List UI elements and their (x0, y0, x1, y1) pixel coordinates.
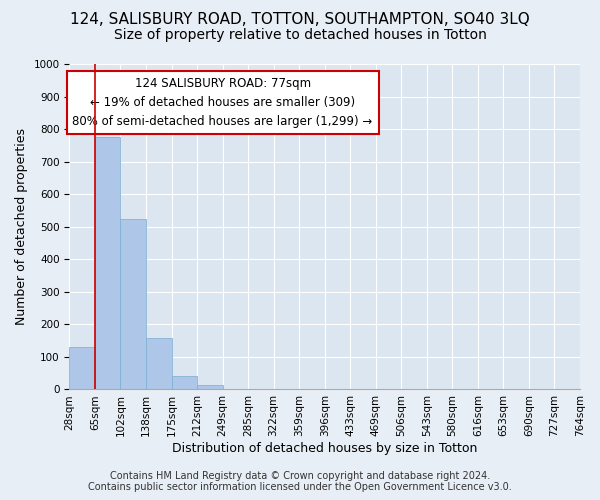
Bar (121, 218, 146, 390)
Text: 124 SALISBURY ROAD: 77sqm
← 19% of detached houses are smaller (309)
80% of semi: 124 SALISBURY ROAD: 77sqm ← 19% of detac… (73, 77, 373, 128)
Bar (197, 384, 223, 390)
Text: Size of property relative to detached houses in Totton: Size of property relative to detached ho… (113, 28, 487, 42)
Text: Contains HM Land Registry data © Crown copyright and database right 2024.
Contai: Contains HM Land Registry data © Crown c… (88, 471, 512, 492)
Bar (95, 137, 121, 390)
Bar (172, 376, 197, 390)
X-axis label: Distribution of detached houses by size in Totton: Distribution of detached houses by size … (172, 442, 478, 455)
Bar (70, 347, 95, 390)
Bar (146, 338, 172, 390)
Y-axis label: Number of detached properties: Number of detached properties (15, 128, 28, 325)
Text: 124, SALISBURY ROAD, TOTTON, SOUTHAMPTON, SO40 3LQ: 124, SALISBURY ROAD, TOTTON, SOUTHAMPTON… (70, 12, 530, 28)
